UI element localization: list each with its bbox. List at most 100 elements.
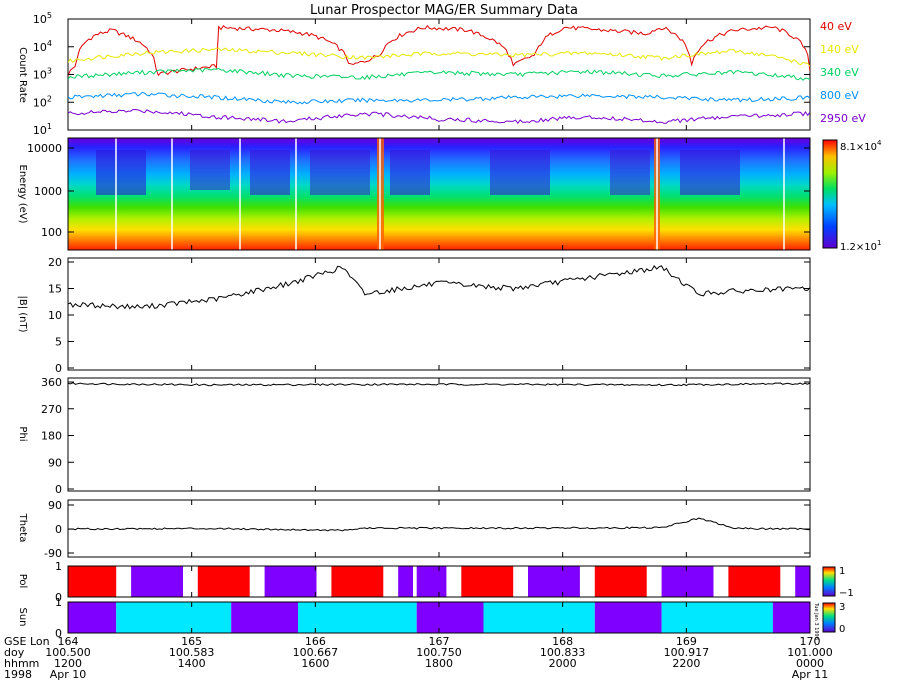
x-row-label-2: hhmm <box>4 657 39 670</box>
theta-tick-label-1: 0 <box>55 523 62 536</box>
sun-tick-label-0: 0 <box>55 627 62 640</box>
x-label-5-2: 2200 <box>672 657 700 670</box>
energy-colorbar <box>822 139 838 249</box>
x-label-0-2: 1200 <box>54 657 82 670</box>
bfield-tick-label-2: 10 <box>48 309 62 322</box>
count-rate-frame <box>67 18 811 131</box>
x-label-6-0: 170 <box>800 635 821 648</box>
count-series-2 <box>68 67 810 81</box>
bfield-ylabel: |B| (nT) <box>17 295 28 332</box>
energy-panel: 100 1000 10000 Energy (eV) 8.1×104 1.2×101 <box>17 137 882 253</box>
pol-segment-0 <box>68 566 117 597</box>
energy-tick-label-1: 1000 <box>34 185 62 198</box>
sun-tick-label-1: 1 <box>55 596 62 609</box>
phi-panel: 0 90 180 270 360 Phi <box>17 376 811 496</box>
x-label-5-1: 100.917 <box>664 646 710 659</box>
bfield-panel: 0 5 10 15 20 |B| (nT) <box>17 256 811 375</box>
count-tick-label-4: 105 <box>33 11 52 26</box>
phi-tick-label-3: 270 <box>41 403 62 416</box>
sun-colorbar-min: 0 <box>839 624 845 635</box>
pol-colorbar <box>822 566 836 597</box>
phi-series <box>67 382 811 387</box>
x-label-4-1: 100.833 <box>540 646 586 659</box>
count-series-4 <box>68 108 810 125</box>
bfield-tick-label-4: 20 <box>48 256 62 269</box>
x-label-2-1: 100.667 <box>293 646 339 659</box>
x-label-2-0: 166 <box>305 635 326 648</box>
x-label-0-1: 100.500 <box>45 646 91 659</box>
count-series-3 <box>68 91 810 105</box>
phi-tick-label-1: 90 <box>48 456 62 469</box>
sun-segment-7 <box>661 602 773 633</box>
pol-panel: 0 1 Pol 1 −1 <box>17 560 854 604</box>
sun-segment-8 <box>772 602 810 633</box>
energy-tick-label-0: 100 <box>41 226 62 239</box>
pol-segment-7 <box>461 566 514 597</box>
pol-segment-11 <box>728 566 781 597</box>
count-rate-panel: 101 102 103 104 105 Count Rate 40 eV 140 eV 34… <box>17 11 866 137</box>
sun-panel: 0 1 Sun 3 0 Tue Jan 3 1998 ... <box>17 596 845 647</box>
legend-entry-0: 40 eV <box>820 20 852 33</box>
x-label-6-1: 101.000 <box>787 646 833 659</box>
pol-ylabel: Pol <box>17 574 28 589</box>
sun-segment-6 <box>594 602 662 633</box>
bfield-tick-label-3: 15 <box>48 283 62 296</box>
theta-tick-label-0: -90 <box>44 547 62 560</box>
sun-segment-2 <box>231 602 298 633</box>
x-label-3-1: 100.750 <box>416 646 462 659</box>
bfield-tick-label-1: 5 <box>55 336 62 349</box>
pol-segment-12 <box>795 566 810 597</box>
x-label-6-2: 0000 <box>796 657 824 670</box>
x-label-1-2: 1400 <box>178 657 206 670</box>
x-label-1-0: 165 <box>181 635 202 648</box>
pol-tick-label-0: 0 <box>55 591 62 604</box>
x-label-6-3: Apr 11 <box>792 668 829 681</box>
energy-colorbar-min: 1.2×101 <box>840 239 881 253</box>
phi-frame <box>67 377 811 492</box>
sun-segment-3 <box>298 602 417 633</box>
x-label-0-3: Apr 10 <box>50 668 87 681</box>
pol-segment-1 <box>131 566 183 597</box>
x-row-label-0: GSE Lon <box>4 635 50 648</box>
x-label-4-0: 168 <box>552 635 573 648</box>
theta-tick-label-2: 90 <box>48 499 62 512</box>
count-series-1 <box>68 47 810 67</box>
phi-ylabel: Phi <box>17 426 28 441</box>
x-label-4-2: 2000 <box>549 657 577 670</box>
sun-segment-0 <box>68 602 117 633</box>
legend-entry-1: 140 eV <box>820 43 859 56</box>
theta-panel: -90 0 90 Theta <box>17 499 811 560</box>
pol-colorbar-max: 1 <box>839 566 845 577</box>
x-label-0-0: 164 <box>58 635 79 648</box>
count-tick-label-3: 104 <box>33 39 52 54</box>
count-tick-label-1: 102 <box>33 94 52 109</box>
sun-segment-1 <box>116 602 232 633</box>
x-label-2-2: 1600 <box>301 657 329 670</box>
chart-title: Lunar Prospector MAG/ER Summary Data <box>310 3 578 18</box>
pol-segment-9 <box>594 566 647 597</box>
sun-colorbar-max: 3 <box>839 602 845 613</box>
pol-segment-5 <box>398 566 413 597</box>
pol-segment-6 <box>416 566 447 597</box>
x-label-5-0: 169 <box>676 635 697 648</box>
pol-segment-2 <box>197 566 250 597</box>
sun-ylabel: Sun <box>17 607 28 626</box>
pol-tick-label-1: 1 <box>55 560 62 573</box>
pol-colorbar-min: −1 <box>839 588 854 599</box>
energy-colorbar-max: 8.1×104 <box>840 139 882 153</box>
bfield-series <box>67 265 811 310</box>
x-label-1-1: 100.583 <box>169 646 215 659</box>
pol-segment-8 <box>528 566 580 597</box>
pol-segment-3 <box>264 566 317 597</box>
energy-tick-label-2: 10000 <box>27 142 62 155</box>
pol-segment-4 <box>331 566 384 597</box>
x-label-3-0: 167 <box>429 635 450 648</box>
bfield-frame <box>67 257 811 371</box>
count-rate-ylabel: Count Rate <box>17 47 28 103</box>
theta-ylabel: Theta <box>17 513 28 543</box>
sun-segment-4 <box>416 602 484 633</box>
legend-entry-3: 800 eV <box>820 89 859 102</box>
